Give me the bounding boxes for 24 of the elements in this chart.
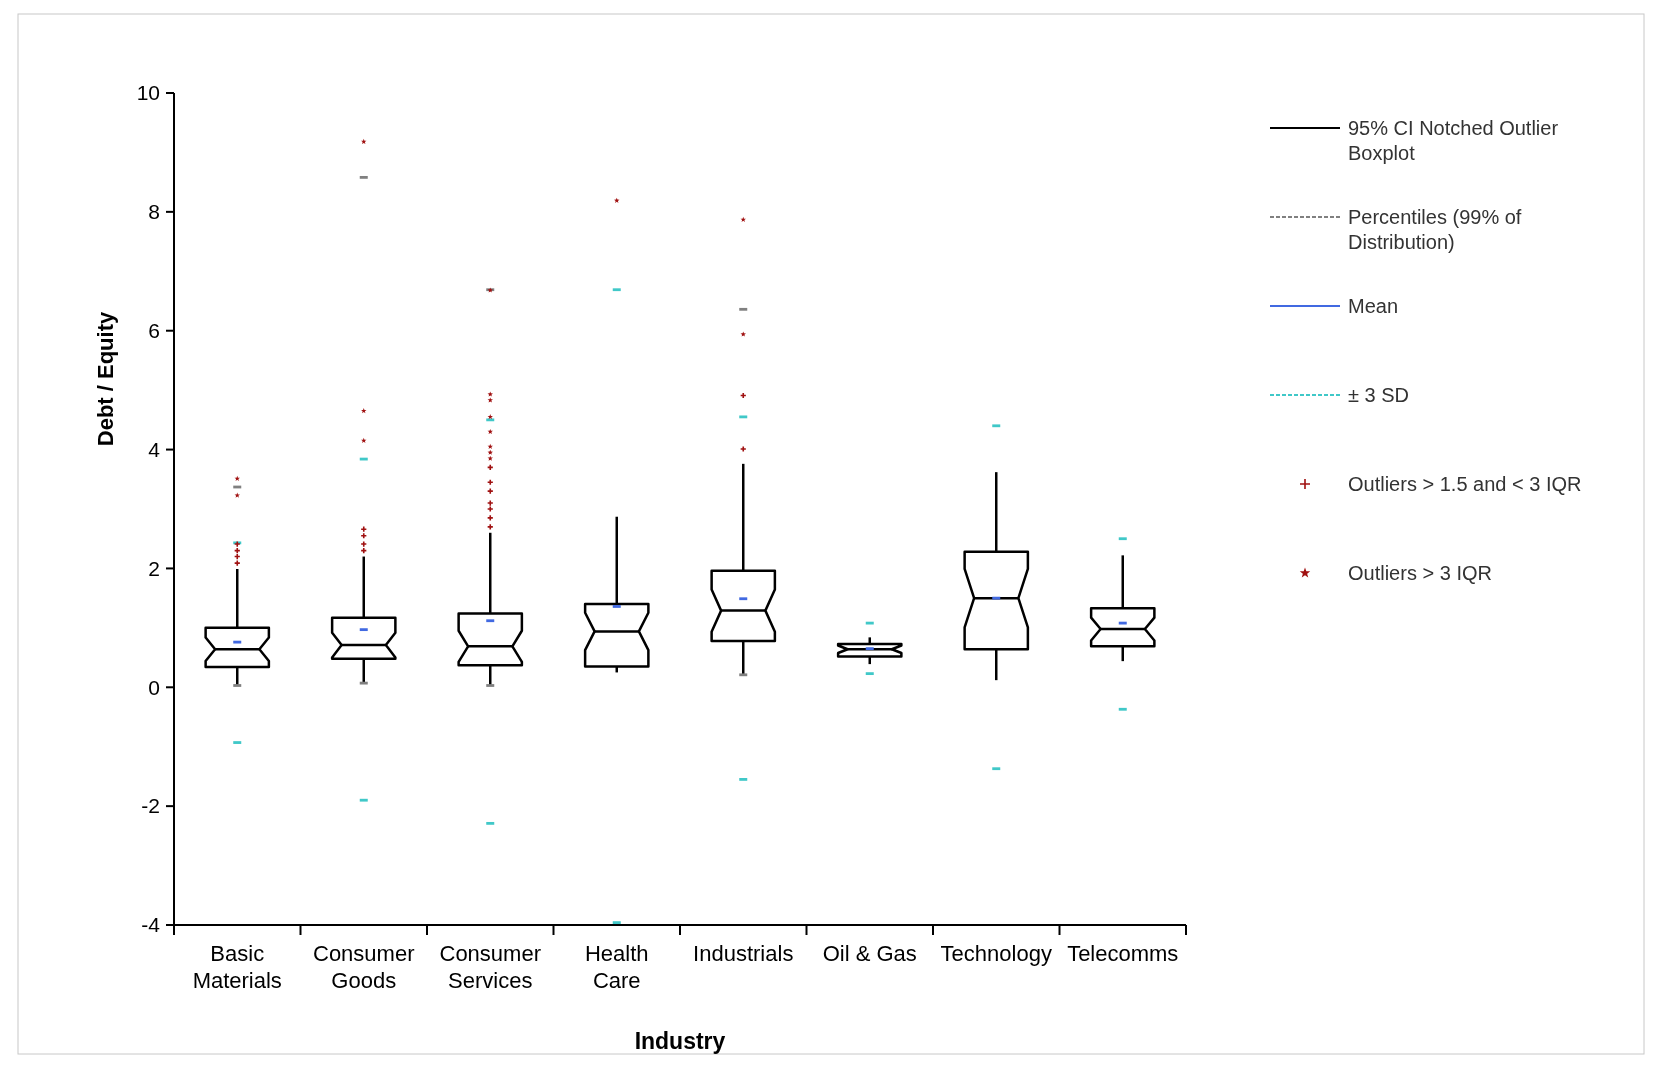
- x-tick-label: Telecomms: [1067, 941, 1179, 966]
- y-tick-label: -2: [141, 794, 160, 818]
- legend-label: Outliers > 3 IQR: [1348, 562, 1492, 584]
- y-tick-label: 4: [148, 437, 161, 461]
- legend-label: Outliers > 1.5 and < 3 IQR: [1348, 473, 1582, 495]
- legend-label: 95% CI Notched Outlier Boxplot: [1348, 117, 1559, 164]
- x-tick-label: Technology: [940, 941, 1052, 966]
- y-tick-label: 8: [148, 200, 160, 224]
- legend-label: ± 3 SD: [1348, 384, 1409, 406]
- x-axis-title: Industry: [634, 1028, 726, 1054]
- x-tick-label: Industrials: [693, 941, 794, 966]
- y-axis-title: Debt / Equity: [93, 311, 118, 447]
- legend-label: Percentiles (99% of Distribution): [1348, 206, 1522, 253]
- x-tick-label: Consumer Goods: [313, 941, 415, 993]
- x-tick-label: Health Care: [584, 941, 649, 993]
- y-tick-label: 0: [148, 675, 160, 699]
- y-tick-label: -4: [141, 913, 161, 937]
- y-tick-label: 10: [136, 81, 160, 105]
- x-tick-label: Oil & Gas: [822, 941, 917, 966]
- y-tick-label: 6: [148, 319, 160, 343]
- y-tick-label: 2: [148, 556, 160, 580]
- x-tick-label: Basic Materials: [192, 941, 282, 993]
- legend-label: Mean: [1348, 295, 1399, 317]
- x-tick-label: Consumer Services: [439, 941, 541, 993]
